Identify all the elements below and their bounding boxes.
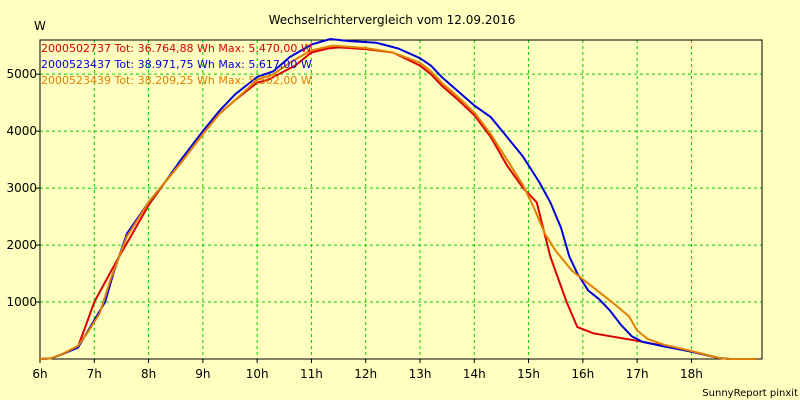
x-tick-label: 13h: [409, 367, 432, 381]
x-tick-label: 6h: [32, 367, 47, 381]
x-tick-label: 16h: [571, 367, 594, 381]
legend-entry-1: 2000502737 Tot: 36.764,88 Wh Max: 5.470,…: [41, 42, 312, 55]
x-tick-label: 14h: [463, 367, 486, 381]
x-tick-label: 9h: [195, 367, 210, 381]
x-tick-label: 18h: [680, 367, 703, 381]
plot-frame: [39, 39, 763, 360]
credit-label: SunnyReport pinxit: [702, 388, 798, 399]
y-tick-label: 3000: [6, 181, 37, 195]
y-tick-label: 1000: [6, 295, 37, 309]
x-tick-label: 12h: [354, 367, 377, 381]
y-tick-label: 4000: [6, 124, 37, 138]
series-line-3: [39, 44, 757, 360]
x-tick-label: 15h: [517, 367, 540, 381]
legend-entry-2: 2000523437 Tot: 38.971,75 Wh Max: 5.617,…: [41, 58, 312, 71]
legend: 2000502737 Tot: 36.764,88 Wh Max: 5.470,…: [41, 42, 312, 87]
tick-labels: 6h 7h 8h 9h 10h 11h 12h 13h 14h 15h 16h 17h 18h 1000 2…: [6, 67, 702, 381]
chart-title: Wechselrichtervergleich vom 12.09.2016: [269, 13, 516, 27]
x-tick-label: 8h: [141, 367, 156, 381]
x-tick-label: 17h: [626, 367, 649, 381]
x-tick-label: 11h: [300, 367, 323, 381]
axes: [36, 39, 763, 363]
x-tick-label: 10h: [246, 367, 269, 381]
y-tick-label: 5000: [6, 67, 37, 81]
legend-entry-3: 2000523439 Tot: 38.209,25 Wh Max: 5.502,…: [41, 74, 312, 87]
x-tick-label: 7h: [87, 367, 102, 381]
y-axis-unit-label: W: [34, 19, 46, 33]
y-tick-label: 2000: [6, 238, 37, 252]
series-lines: [39, 38, 757, 360]
